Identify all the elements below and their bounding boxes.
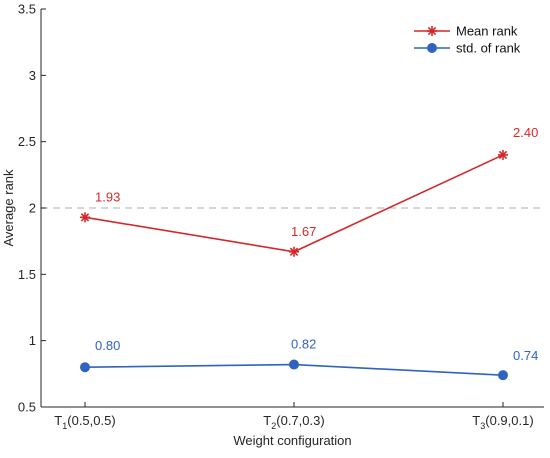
y-tick-label: 3 bbox=[29, 68, 36, 83]
data-label-mean-rank: 1.67 bbox=[291, 224, 316, 239]
legend-label-mean-rank: Mean rank bbox=[456, 24, 518, 39]
point-mean-rank bbox=[80, 212, 90, 223]
data-label-mean-rank: 1.93 bbox=[95, 189, 120, 204]
x-tick-label-base: T bbox=[54, 413, 62, 428]
point-std-rank bbox=[498, 370, 508, 381]
point-std-rank bbox=[289, 359, 299, 370]
x-tick-label-base: T bbox=[472, 413, 480, 428]
legend-marker-std-rank bbox=[427, 43, 437, 53]
x-tick-label: T2(0.7,0.3) bbox=[263, 413, 324, 431]
legend-box bbox=[408, 18, 541, 62]
y-tick-label: 0.5 bbox=[18, 400, 36, 415]
x-tick-label: T3(0.9,0.1) bbox=[472, 413, 533, 431]
x-tick-label-subscript: 1 bbox=[62, 421, 67, 431]
legend-label-std-rank: std. of rank bbox=[456, 41, 521, 56]
data-label-std-rank: 0.82 bbox=[291, 337, 316, 352]
data-label-std-rank: 0.74 bbox=[513, 348, 538, 363]
data-label-mean-rank: 2.40 bbox=[513, 125, 538, 140]
data-label-std-rank: 0.80 bbox=[95, 338, 120, 353]
legend-marker-mean-rank bbox=[427, 26, 437, 36]
x-axis-title: Weight configuration bbox=[233, 433, 351, 448]
point-mean-rank bbox=[498, 149, 508, 160]
x-tick-label: T1(0.5,0.5) bbox=[54, 413, 115, 431]
y-tick-label: 2.5 bbox=[18, 134, 36, 149]
x-tick-label-base: T bbox=[263, 413, 271, 428]
x-tick-label-rest: (0.9,0.1) bbox=[485, 413, 533, 428]
x-tick-label-subscript: 2 bbox=[271, 421, 276, 431]
y-tick-label: 1.5 bbox=[18, 267, 36, 282]
x-tick-label-rest: (0.7,0.3) bbox=[276, 413, 324, 428]
y-tick-label: 3.5 bbox=[18, 2, 36, 17]
y-tick-label: 1 bbox=[29, 333, 36, 348]
x-tick-label-rest: (0.5,0.5) bbox=[67, 413, 115, 428]
point-mean-rank bbox=[289, 246, 299, 257]
y-axis-title: Average rank bbox=[1, 169, 16, 247]
x-tick-label-subscript: 3 bbox=[480, 421, 485, 431]
y-tick-label: 2 bbox=[29, 201, 36, 216]
point-std-rank bbox=[80, 362, 90, 373]
